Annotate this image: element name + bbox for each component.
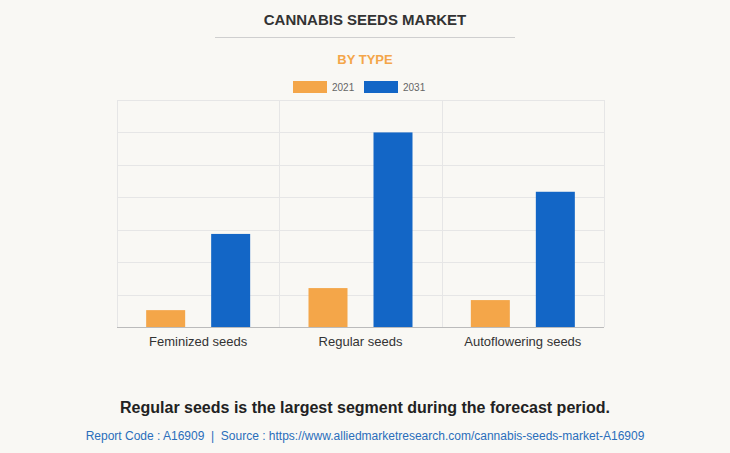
grid-line (117, 165, 604, 166)
bars (146, 132, 575, 327)
grid-line (117, 262, 604, 263)
legend-item: 2031 (364, 81, 426, 93)
x-axis (117, 327, 604, 328)
legend-item: 2021 (293, 81, 355, 93)
caption: Regular seeds is the largest segment dur… (120, 399, 610, 416)
category-separator (604, 100, 605, 327)
legend-swatch (364, 81, 398, 93)
bar (374, 132, 413, 327)
x-tick-label: Regular seeds (319, 334, 403, 349)
grid-line (117, 132, 604, 133)
bar (536, 192, 575, 327)
category-separator (442, 100, 443, 327)
legend-label: 2021 (332, 82, 355, 93)
bar (309, 288, 348, 327)
grid-line (117, 327, 604, 328)
title-rule (215, 37, 515, 38)
x-tick-label: Feminized seeds (149, 334, 248, 349)
title: CANNABIS SEEDS MARKET (264, 11, 467, 28)
x-tick-label: Autoflowering seeds (464, 334, 582, 349)
legend-swatch (293, 81, 327, 93)
subtitle: BY TYPE (337, 52, 393, 67)
grid-line (117, 230, 604, 231)
bar (211, 234, 250, 327)
grid-line (117, 295, 604, 296)
chart: CANNABIS SEEDS MARKET BY TYPE 2021 2031 Femi… (0, 0, 730, 453)
category-separator (117, 100, 118, 327)
grid-line (117, 197, 604, 198)
bar (471, 300, 510, 327)
source: Report Code : A16909 | Source : https://… (86, 429, 645, 443)
bar (146, 310, 185, 327)
legend-label: 2031 (403, 82, 426, 93)
background (0, 0, 730, 453)
grid-line (117, 100, 604, 101)
category-separator (279, 100, 280, 327)
